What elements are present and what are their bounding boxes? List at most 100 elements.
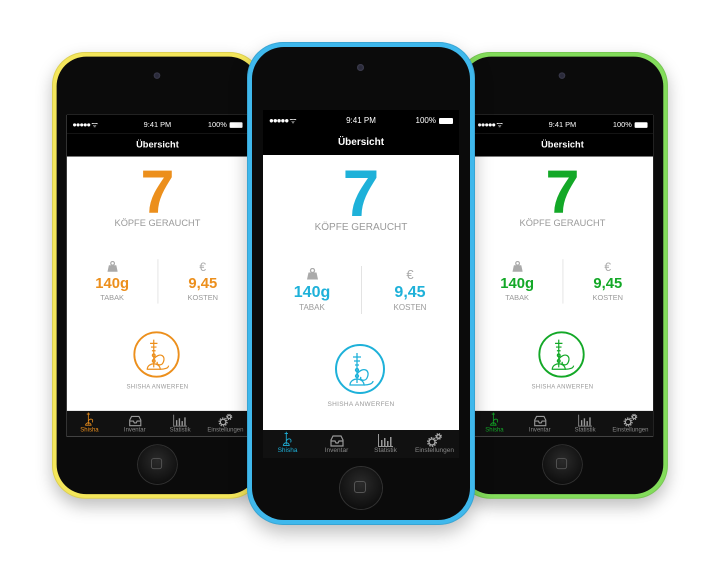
weight-icon [472,260,563,274]
launch-shisha-button[interactable] [538,331,585,378]
tab-bar: Shisha Inventar Statistik Einstellungen [66,410,249,437]
hookah-icon [349,353,374,386]
tab-einstellungen[interactable]: Einstellungen [410,430,459,458]
home-square-icon [150,458,163,470]
inbox-icon [533,415,546,427]
tab-inventar[interactable]: Inventar [112,411,157,437]
stat-kosten: € 9,45 KOSTEN [157,261,248,302]
tabak-value: 140g [500,275,534,292]
bar-chart-icon [173,414,188,427]
gears-icon [427,433,442,447]
camera [357,64,364,71]
home-button[interactable] [138,445,177,484]
tabak-value: 140g [95,275,129,292]
tab-inventar[interactable]: Inventar [312,430,361,458]
tab-statistik[interactable]: Statistik [562,411,607,437]
home-button[interactable] [543,445,582,484]
kosten-label: KOSTEN [592,293,623,302]
launch-label: SHISHA ANWERFEN [531,384,594,391]
home-square-icon [555,458,568,470]
tab-label: Einstellungen [612,426,649,434]
stat-tabak: 140g TABAK [472,260,563,302]
tab-label: Einstellungen [414,447,455,454]
heads-label: KÖPFE GERAUCHT [114,218,201,229]
status-bar: ●●●●● ᯤ 9:41 PM 100% [263,110,459,130]
battery-icon [439,117,453,124]
tab-label: Shisha [277,447,298,454]
kosten-label: KOSTEN [187,293,218,302]
kosten-value: 9,45 [593,275,623,292]
signal-icon: ●●●●● ᯤ [477,120,503,129]
status-time: 9:41 PM [143,120,172,129]
tab-label: Einstellungen [207,426,244,434]
heads-label: KÖPFE GERAUCHT [519,218,606,229]
status-time: 9:41 PM [548,120,577,129]
hookah-icon [489,412,498,426]
bar-chart-icon [578,414,593,427]
tab-shisha[interactable]: Shisha [263,430,312,458]
page-title: Übersicht [263,130,459,155]
inbox-icon [329,435,344,447]
battery: 100% [612,120,648,129]
battery-percent: 100% [207,120,227,129]
tab-shisha[interactable]: Shisha [472,411,517,437]
tab-label: Inventar [324,447,349,454]
battery-icon [634,121,648,128]
tab-statistik[interactable]: Statistik [157,411,202,437]
kosten-value: 9,45 [188,275,218,292]
weight-icon [67,260,158,274]
tab-bar: Shisha Inventar Statistik Einstellungen [471,410,654,437]
stat-kosten: € 9,45 KOSTEN [361,267,459,313]
tab-inventar[interactable]: Inventar [517,411,562,437]
gears-icon [218,413,233,427]
launch-shisha-button[interactable] [133,331,180,378]
divider [157,259,159,304]
screen: ●●●●● ᯤ 9:41 PM 100% Übersicht 7 KÖPFE G… [471,114,654,437]
tabak-label: TABAK [100,293,124,302]
tab-label: Shisha [80,426,99,434]
battery-icon [229,121,243,128]
kosten-value: 9,45 [394,284,426,301]
tab-label: Inventar [528,426,551,434]
tabak-value: 140g [293,284,331,301]
camera [153,72,161,79]
euro-icon: € [604,260,612,274]
battery-percent: 100% [415,116,436,125]
tab-einstellungen[interactable]: Einstellungen [608,411,653,437]
phone-yellow: ●●●●● ᯤ 9:41 PM 100% Übersicht 7 KÖPFE G… [52,52,263,499]
status-time: 9:41 PM [346,116,376,125]
euro-icon: € [406,267,414,282]
screen: ●●●●● ᯤ 9:41 PM 100% Übersicht 7 KÖPFE G… [263,110,459,458]
tab-label: Inventar [123,426,146,434]
signal-icon: ●●●●● ᯤ [269,116,297,125]
signal-icon: ●●●●● ᯤ [72,120,98,129]
launch-label: SHISHA ANWERFEN [327,401,395,408]
tab-bar: Shisha Inventar Statistik Einstellungen [263,430,459,458]
tab-statistik[interactable]: Statistik [361,430,410,458]
tab-label: Shisha [485,426,504,434]
tab-einstellungen[interactable]: Einstellungen [203,411,248,437]
stat-tabak: 140g TABAK [263,267,361,312]
tab-label: Statistik [574,426,596,434]
camera [558,72,566,79]
launch-shisha-button[interactable] [335,344,385,394]
heads-label: KÖPFE GERAUCHT [314,222,408,233]
home-button[interactable] [340,467,382,509]
tab-shisha[interactable]: Shisha [67,411,112,437]
heads-count: 7 [342,156,380,230]
hookah-icon [551,339,575,370]
battery: 100% [416,116,453,125]
phone-green: ●●●●● ᯤ 9:41 PM 100% Übersicht 7 KÖPFE G… [457,52,668,499]
euro-icon: € [199,260,207,274]
battery: 100% [207,120,243,129]
bar-chart-icon [378,434,393,447]
launch-label: SHISHA ANWERFEN [126,384,189,391]
tab-label: Statistik [374,447,397,454]
kosten-label: KOSTEN [393,303,427,312]
tabak-label: TABAK [299,303,325,312]
battery-percent: 100% [612,120,632,129]
heads-count: 7 [140,157,175,226]
heads-count: 7 [545,157,580,226]
hookah-icon [282,431,291,446]
divider [562,259,564,304]
